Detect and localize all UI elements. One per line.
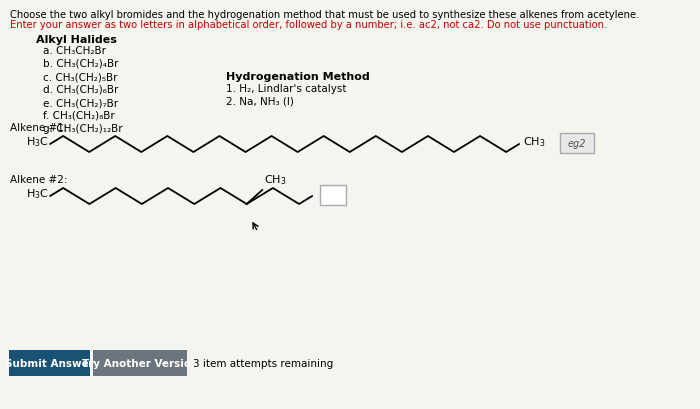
- Text: f. CH₃(CH₂)₈Br: f. CH₃(CH₂)₈Br: [43, 111, 115, 121]
- Text: CH$_3$: CH$_3$: [264, 173, 286, 187]
- Text: e. CH₃(CH₂)₇Br: e. CH₃(CH₂)₇Br: [43, 98, 118, 108]
- Text: CH$_3$: CH$_3$: [524, 135, 546, 148]
- Text: 2. Na, NH₃ (l): 2. Na, NH₃ (l): [226, 97, 294, 107]
- FancyBboxPatch shape: [93, 350, 187, 376]
- Text: Hydrogenation Method: Hydrogenation Method: [226, 72, 370, 82]
- FancyBboxPatch shape: [560, 134, 594, 154]
- Text: Enter your answer as two letters in alphabetical order, followed by a number; i.: Enter your answer as two letters in alph…: [10, 20, 608, 30]
- Text: H$_3$C: H$_3$C: [27, 135, 49, 148]
- Text: g. CH₃(CH₂)₁₂Br: g. CH₃(CH₂)₁₂Br: [43, 124, 122, 134]
- Text: H$_3$C: H$_3$C: [27, 187, 49, 200]
- Text: Alkene #1:: Alkene #1:: [10, 123, 68, 133]
- Text: 3 item attempts remaining: 3 item attempts remaining: [193, 358, 333, 368]
- Text: d. CH₃(CH₂)₆Br: d. CH₃(CH₂)₆Br: [43, 85, 118, 95]
- Text: b. CH₃(CH₂)₄Br: b. CH₃(CH₂)₄Br: [43, 59, 119, 69]
- FancyBboxPatch shape: [8, 350, 90, 376]
- Text: Alkyl Halides: Alkyl Halides: [36, 35, 117, 45]
- Text: Choose the two alkyl bromides and the hydrogenation method that must be used to : Choose the two alkyl bromides and the hy…: [10, 10, 640, 20]
- Text: c. CH₃(CH₂)₅Br: c. CH₃(CH₂)₅Br: [43, 72, 118, 82]
- Text: 1. H₂, Lindlar's catalyst: 1. H₂, Lindlar's catalyst: [226, 84, 346, 94]
- Text: eg2: eg2: [568, 139, 586, 148]
- Text: Submit Answer: Submit Answer: [5, 358, 94, 368]
- Text: a. CH₃CH₂Br: a. CH₃CH₂Br: [43, 46, 106, 56]
- FancyBboxPatch shape: [320, 186, 346, 205]
- Text: Try Another Version: Try Another Version: [81, 358, 198, 368]
- Text: Alkene #2:: Alkene #2:: [10, 175, 68, 184]
